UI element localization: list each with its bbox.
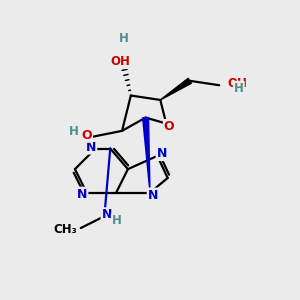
Text: O: O [164,120,175,133]
Text: OH: OH [111,55,130,68]
Polygon shape [142,117,150,193]
Text: H: H [112,214,122,227]
Polygon shape [160,78,191,100]
Text: N: N [101,208,112,221]
Text: N: N [148,188,158,202]
Text: H: H [118,32,128,45]
Text: CH₃: CH₃ [53,223,77,236]
Text: OH: OH [227,77,247,90]
Text: N: N [77,188,88,201]
Text: N: N [86,141,96,154]
Text: H: H [234,82,244,95]
Text: O: O [81,129,92,142]
Text: H: H [68,125,78,138]
Text: N: N [157,147,167,160]
